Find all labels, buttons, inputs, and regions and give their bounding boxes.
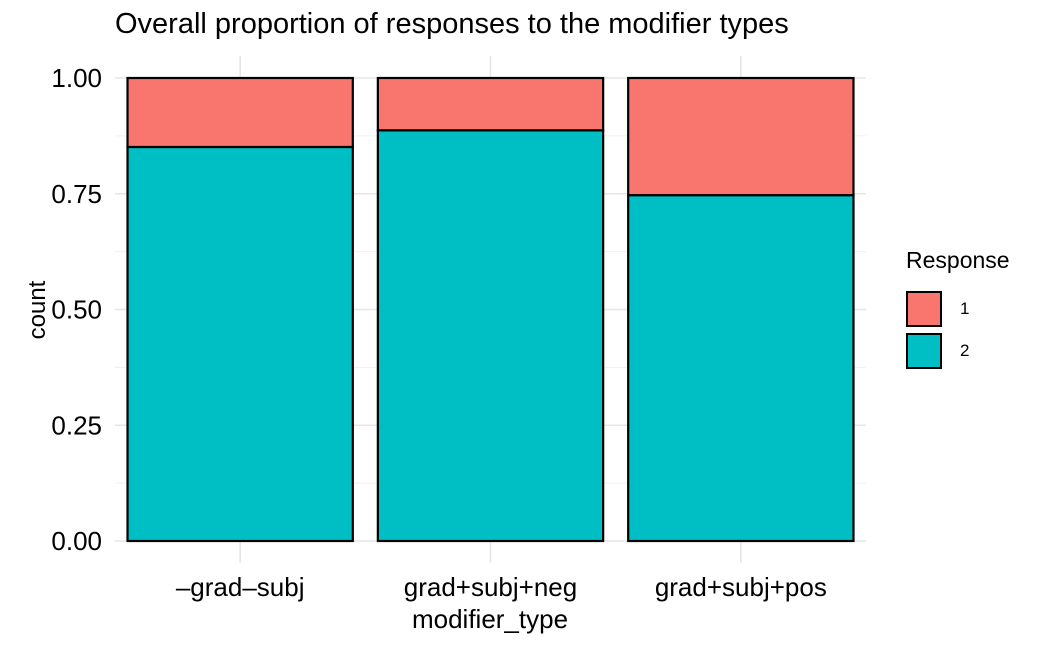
y-tick-label: 0.25 xyxy=(51,410,102,440)
y-tick-label: 0.50 xyxy=(51,295,102,325)
legend-key-response-2 xyxy=(906,333,942,369)
x-tick-label: –grad–subj xyxy=(176,572,305,602)
legend-item-response-2: 2 xyxy=(906,330,1010,372)
chart-title: Overall proportion of responses to the m… xyxy=(115,8,789,40)
legend-label-response-2: 2 xyxy=(960,341,970,360)
bar-segment-response-2 xyxy=(627,194,855,543)
legend-title: Response xyxy=(906,247,1010,273)
x-tick-label: grad+subj+pos xyxy=(655,572,827,602)
bar-segment-response-1 xyxy=(376,76,605,132)
y-tick-label: 1.00 xyxy=(51,63,102,93)
x-axis-label: modifier_type xyxy=(411,604,569,634)
legend-label-response-1: 1 xyxy=(960,299,970,318)
bar-segment-response-2 xyxy=(376,129,605,543)
bar-segment-response-2 xyxy=(126,145,354,543)
y-tick-label: 0.00 xyxy=(51,526,102,556)
legend: Response 1 2 xyxy=(906,247,1010,372)
legend-item-response-1: 1 xyxy=(906,288,1010,330)
x-tick-label: grad+subj+neg xyxy=(404,572,577,602)
bar-segment-response-1 xyxy=(627,76,855,197)
bar-segment-response-1 xyxy=(126,76,354,149)
y-tick-label: 0.75 xyxy=(51,179,102,209)
legend-key-response-1 xyxy=(906,291,942,327)
